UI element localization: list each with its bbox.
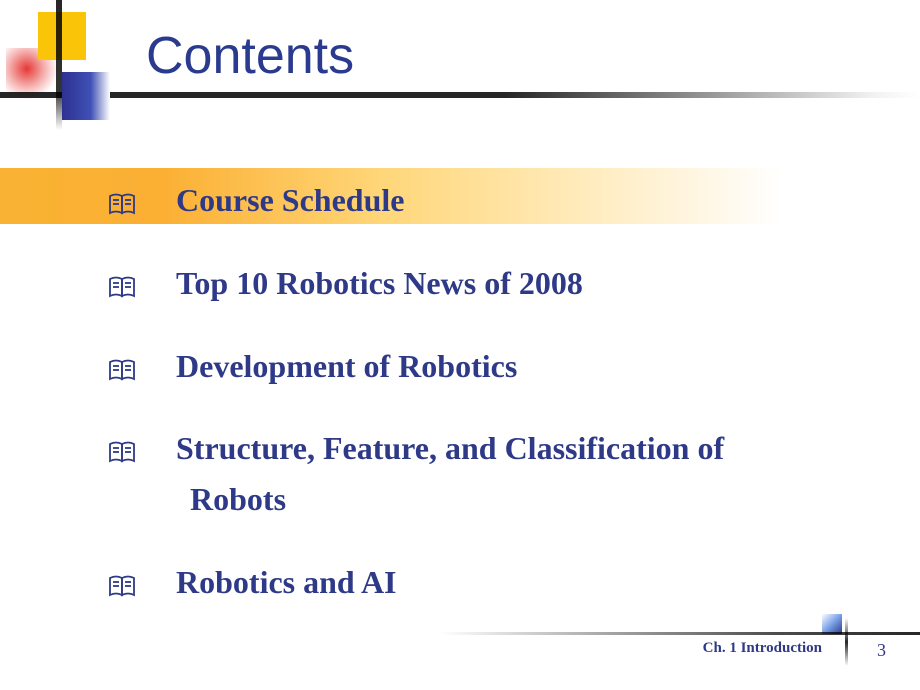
list-item: Robotics and AI — [0, 550, 920, 615]
header-horizontal-line — [0, 92, 920, 98]
footer-vertical-line — [845, 618, 848, 666]
list-item-label: Robotics and AI — [156, 564, 397, 600]
contents-list: Course Schedule Top 10 Robotics News of … — [0, 168, 920, 633]
book-icon — [108, 182, 138, 204]
list-item-continuation: Robots — [156, 477, 920, 522]
list-item-label: Course Schedule — [156, 182, 404, 218]
yellow-square-shape — [38, 12, 86, 60]
blue-square-shape — [62, 72, 110, 120]
list-item-label: Top 10 Robotics News of 2008 — [156, 265, 583, 301]
list-item: Course Schedule — [0, 168, 920, 233]
list-item-label: Development of Robotics — [156, 348, 517, 384]
list-item: Structure, Feature, and Classification o… — [0, 416, 920, 532]
header-region: Contents — [0, 0, 920, 130]
footer-blue-square — [822, 614, 842, 634]
footer-region: Ch. 1 Introduction 3 — [400, 632, 920, 672]
list-item: Development of Robotics — [0, 334, 920, 399]
book-icon — [108, 430, 138, 452]
footer-horizontal-line — [440, 632, 920, 635]
list-item-label: Structure, Feature, and Classification o… — [156, 430, 724, 466]
footer-chapter-label: Ch. 1 Introduction — [703, 640, 822, 657]
book-icon — [108, 564, 138, 586]
page-number: 3 — [877, 640, 886, 661]
book-icon — [108, 265, 138, 287]
book-icon — [108, 348, 138, 370]
page-title: Contents — [146, 26, 354, 86]
list-item: Top 10 Robotics News of 2008 — [0, 251, 920, 316]
